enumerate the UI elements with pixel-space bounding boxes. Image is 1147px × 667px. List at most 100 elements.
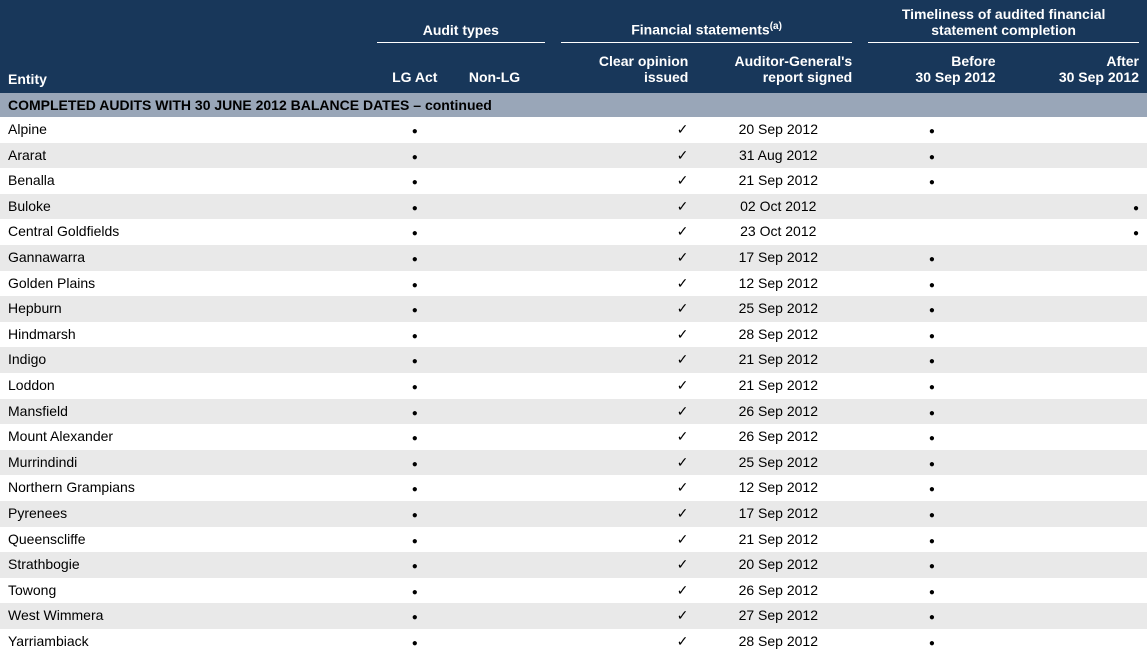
cell-after xyxy=(1004,296,1147,322)
cell-before xyxy=(860,629,1003,655)
bullet-icon xyxy=(412,249,418,265)
cell-lg xyxy=(369,194,461,220)
cell-entity: Central Goldfields xyxy=(0,219,369,245)
cell-nonlg xyxy=(461,629,553,655)
fs-sup: (a) xyxy=(770,21,782,32)
cell-clear xyxy=(553,219,696,245)
cell-lg xyxy=(369,501,461,527)
col-before: Before 30 Sep 2012 xyxy=(860,49,1003,93)
table-row: Golden Plains 12 Sep 2012 xyxy=(0,271,1147,297)
col-entity-label: Entity xyxy=(8,71,47,87)
cell-before xyxy=(860,552,1003,578)
cell-before xyxy=(860,143,1003,169)
cell-entity: Alpine xyxy=(0,117,369,143)
check-icon xyxy=(677,377,689,393)
table-header: Entity Audit types Financial statements(… xyxy=(0,0,1147,93)
bullet-icon xyxy=(412,377,418,393)
cell-signed: 12 Sep 2012 xyxy=(696,271,860,297)
table-row: Queenscliffe21 Sep 2012 xyxy=(0,527,1147,553)
cell-after xyxy=(1004,322,1147,348)
bullet-icon xyxy=(412,633,418,649)
col-clear-opinion: Clear opinion issued xyxy=(553,49,696,93)
cell-lg xyxy=(369,578,461,604)
cell-entity: Golden Plains xyxy=(0,271,369,297)
cell-signed: 26 Sep 2012 xyxy=(696,424,860,450)
audit-table: Entity Audit types Financial statements(… xyxy=(0,0,1147,654)
cell-after xyxy=(1004,629,1147,655)
bullet-icon xyxy=(412,147,418,163)
cell-before xyxy=(860,322,1003,348)
table-row: Mansfield26 Sep 2012 xyxy=(0,399,1147,425)
bullet-icon xyxy=(412,198,418,214)
cell-clear xyxy=(553,450,696,476)
cell-signed: 02 Oct 2012 xyxy=(696,194,860,220)
cell-before xyxy=(860,475,1003,501)
cell-lg xyxy=(369,552,461,578)
bullet-icon xyxy=(929,633,935,649)
check-icon xyxy=(677,326,689,342)
cell-entity: Hindmarsh xyxy=(0,322,369,348)
check-icon xyxy=(677,121,689,137)
cell-entity: Buloke xyxy=(0,194,369,220)
cell-lg xyxy=(369,245,461,271)
cell-signed: 21 Sep 2012 xyxy=(696,168,860,194)
cell-after xyxy=(1004,245,1147,271)
cell-clear xyxy=(553,168,696,194)
cell-after xyxy=(1004,501,1147,527)
col-lg-act: LG Act xyxy=(369,49,461,93)
cell-lg xyxy=(369,450,461,476)
cell-before xyxy=(860,245,1003,271)
cell-clear xyxy=(553,527,696,553)
cell-nonlg xyxy=(461,347,553,373)
bullet-icon xyxy=(412,403,418,419)
cell-lg xyxy=(369,296,461,322)
cell-entity: Pyrenees xyxy=(0,501,369,527)
section-title: COMPLETED AUDITS WITH 30 JUNE 2012 BALAN… xyxy=(0,93,1147,117)
bullet-icon xyxy=(929,607,935,623)
bullet-icon xyxy=(412,531,418,547)
table-row: Central Goldfields23 Oct 2012 xyxy=(0,219,1147,245)
bullet-icon xyxy=(929,249,935,265)
cell-nonlg xyxy=(461,552,553,578)
bullet-icon xyxy=(412,121,418,137)
cell-entity: Queenscliffe xyxy=(0,527,369,553)
table-row: Strathbogie20 Sep 2012 xyxy=(0,552,1147,578)
cell-entity: West Wimmera xyxy=(0,603,369,629)
cell-nonlg xyxy=(461,501,553,527)
cell-clear xyxy=(553,194,696,220)
cell-entity: Gannawarra xyxy=(0,245,369,271)
check-icon xyxy=(677,351,689,367)
bullet-icon xyxy=(929,403,935,419)
cell-after xyxy=(1004,347,1147,373)
cell-clear xyxy=(553,271,696,297)
bullet-icon xyxy=(929,147,935,163)
cell-signed: 21 Sep 2012 xyxy=(696,347,860,373)
cell-after xyxy=(1004,578,1147,604)
cell-nonlg xyxy=(461,245,553,271)
check-icon xyxy=(677,479,689,495)
cell-after xyxy=(1004,373,1147,399)
bullet-icon xyxy=(412,556,418,572)
cell-before xyxy=(860,578,1003,604)
cell-lg xyxy=(369,373,461,399)
fs-label: Financial statements xyxy=(631,22,770,38)
cell-nonlg xyxy=(461,219,553,245)
bullet-icon xyxy=(929,505,935,521)
cell-signed: 25 Sep 2012 xyxy=(696,450,860,476)
cell-clear xyxy=(553,373,696,399)
cell-lg xyxy=(369,347,461,373)
cell-before xyxy=(860,296,1003,322)
cell-lg xyxy=(369,475,461,501)
cell-entity: Benalla xyxy=(0,168,369,194)
table-row: Indigo 21 Sep 2012 xyxy=(0,347,1147,373)
cell-before xyxy=(860,501,1003,527)
bullet-icon xyxy=(412,454,418,470)
cell-after xyxy=(1004,603,1147,629)
bullet-icon xyxy=(412,326,418,342)
cell-lg xyxy=(369,399,461,425)
cell-nonlg xyxy=(461,194,553,220)
bullet-icon xyxy=(929,531,935,547)
cell-clear xyxy=(553,501,696,527)
cell-entity: Indigo xyxy=(0,347,369,373)
cell-clear xyxy=(553,475,696,501)
